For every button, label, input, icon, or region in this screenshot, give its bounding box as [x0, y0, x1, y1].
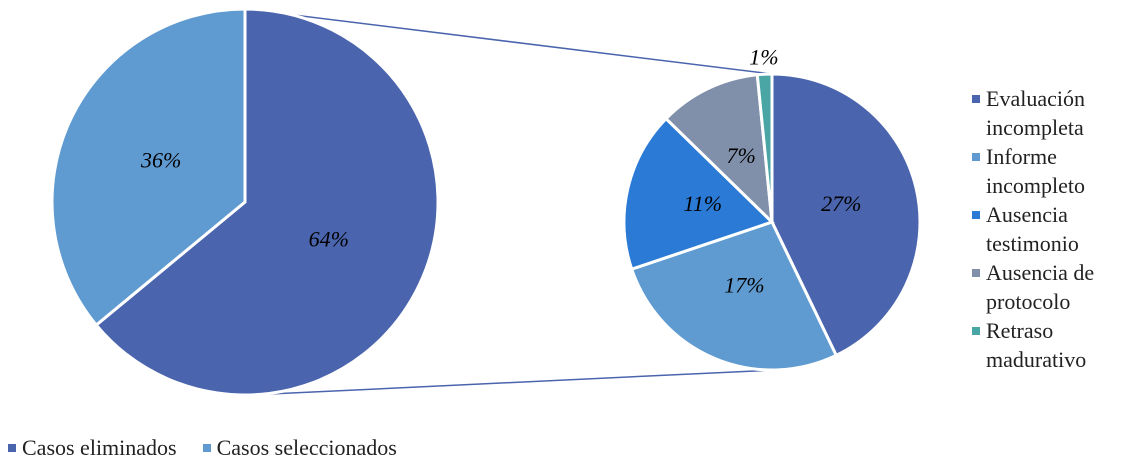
legend-label: Ausencia testimonio	[986, 202, 1079, 256]
pie-slice	[663, 73, 774, 226]
legend-label: Retraso madurativo	[986, 318, 1087, 372]
data-label: 64%	[309, 226, 349, 251]
legend-swatch	[972, 153, 980, 161]
legend-swatch	[202, 444, 211, 452]
data-label: 11%	[683, 191, 722, 216]
legend-swatch	[972, 211, 980, 219]
data-label: 27%	[821, 191, 861, 216]
connector-line	[249, 369, 776, 396]
pie-slice	[50, 7, 247, 328]
legend-item: Ausencia testimonio	[972, 200, 1112, 258]
data-label: 36%	[140, 148, 181, 173]
legend-swatch	[972, 269, 980, 277]
data-label: 1%	[749, 44, 778, 69]
legend-label: Informe incompleto	[986, 144, 1085, 198]
legend-item: Retraso madurativo	[972, 316, 1112, 374]
connector-line	[244, 8, 773, 75]
legend-swatch	[972, 327, 980, 335]
legend-item: Informe incompleto	[972, 142, 1112, 200]
legend-swatch	[8, 444, 16, 452]
legend-label: Evaluación incompleta	[986, 86, 1085, 140]
pie-slice	[622, 116, 775, 272]
legend: Evaluación incompleta Informe incompleto A…	[972, 84, 1112, 374]
legend-item: Casos eliminados	[8, 433, 177, 462]
data-label: 7%	[727, 143, 756, 168]
pie-slice	[755, 72, 774, 223]
legend-label: Ausencia de protocolo	[986, 260, 1095, 314]
pie-slice	[94, 7, 440, 397]
legend: Casos eliminados Casos seleccionados	[8, 433, 423, 462]
legend-item: Casos seleccionados	[202, 433, 397, 462]
data-label: 17%	[724, 273, 764, 298]
legend-item: Ausencia de protocolo	[972, 258, 1112, 316]
legend-label: Casos eliminados	[22, 435, 177, 460]
legend-item: Evaluación incompleta	[972, 84, 1112, 142]
legend-label: Casos seleccionados	[216, 435, 397, 460]
legend-swatch	[972, 95, 980, 103]
pie-slice	[770, 72, 922, 358]
pie-slice	[629, 220, 839, 372]
